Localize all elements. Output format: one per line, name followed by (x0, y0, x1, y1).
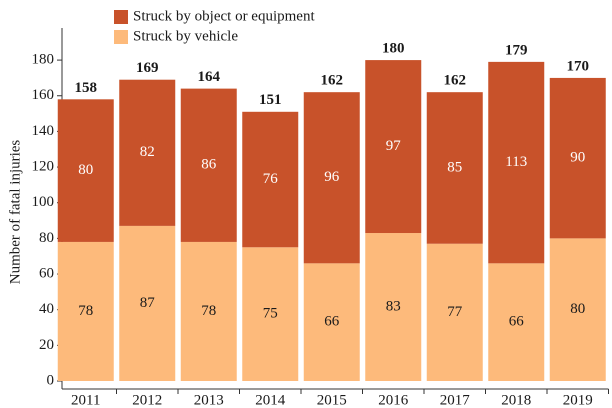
y-tick-label: 160 (32, 87, 55, 103)
bar-segment (242, 111, 299, 248)
y-tick-label: 180 (32, 52, 55, 68)
y-tick-label: 140 (32, 123, 55, 139)
total-label: 170 (567, 58, 590, 74)
value-label: 97 (386, 138, 402, 154)
value-label: 78 (201, 303, 216, 319)
x-tick-label: 2017 (440, 392, 471, 408)
bar-segment (119, 79, 176, 226)
value-label: 76 (263, 171, 279, 187)
value-label: 96 (324, 169, 340, 185)
bar-segment (426, 243, 483, 381)
value-label: 66 (324, 314, 340, 330)
value-label: 75 (263, 306, 278, 322)
y-tick-label: 40 (39, 301, 54, 317)
y-tick-label: 20 (39, 337, 54, 353)
value-label: 90 (570, 150, 585, 166)
y-tick-label: 100 (32, 194, 55, 210)
y-tick-label: 120 (32, 158, 55, 174)
total-label: 158 (75, 80, 98, 96)
bar-segment (180, 241, 237, 381)
legend-swatch (114, 10, 128, 24)
bar-segment (365, 233, 422, 381)
x-tick-label: 2011 (71, 392, 100, 408)
bar-segment (549, 238, 606, 381)
bar-segment (242, 247, 299, 381)
value-label: 87 (140, 295, 156, 311)
legend-label: Struck by vehicle (133, 28, 238, 44)
bar-segment (488, 263, 545, 381)
total-label: 162 (321, 73, 344, 89)
bar-segment (365, 60, 422, 234)
total-label: 180 (382, 41, 405, 57)
bar-segment (426, 92, 483, 244)
total-label: 164 (198, 69, 221, 85)
x-tick-label: 2013 (194, 392, 224, 408)
value-label: 86 (201, 157, 217, 173)
bar-segment (119, 225, 176, 381)
bar-segment (549, 77, 606, 239)
total-label: 162 (444, 73, 467, 89)
x-tick-label: 2016 (378, 392, 409, 408)
x-tick-label: 2018 (501, 392, 531, 408)
bar-segment (488, 61, 545, 264)
bar-segment (180, 88, 237, 242)
total-label: 169 (136, 60, 159, 76)
value-label: 66 (509, 314, 525, 330)
bar-segment (303, 263, 360, 381)
bar-segment (57, 241, 114, 381)
bar-segment (57, 99, 114, 242)
x-tick-label: 2014 (255, 392, 286, 408)
value-label: 83 (386, 298, 401, 314)
legend-label: Struck by object or equipment (133, 8, 315, 24)
total-label: 151 (259, 92, 282, 108)
legend-swatch (114, 30, 128, 44)
y-tick-label: 0 (47, 372, 55, 388)
bar-segment (303, 92, 360, 264)
value-label: 82 (140, 144, 155, 160)
x-tick-label: 2019 (563, 392, 593, 408)
x-tick-label: 2015 (317, 392, 347, 408)
value-label: 80 (78, 162, 93, 178)
x-tick-label: 2012 (132, 392, 162, 408)
total-label: 179 (505, 42, 528, 58)
y-axis-label: Number of fatal injuries (7, 140, 23, 285)
value-label: 77 (447, 304, 463, 320)
y-tick-label: 80 (39, 230, 54, 246)
value-label: 113 (505, 154, 527, 170)
value-label: 78 (78, 303, 93, 319)
y-tick-label: 60 (39, 265, 54, 281)
value-label: 80 (570, 301, 585, 317)
value-label: 85 (447, 159, 462, 175)
